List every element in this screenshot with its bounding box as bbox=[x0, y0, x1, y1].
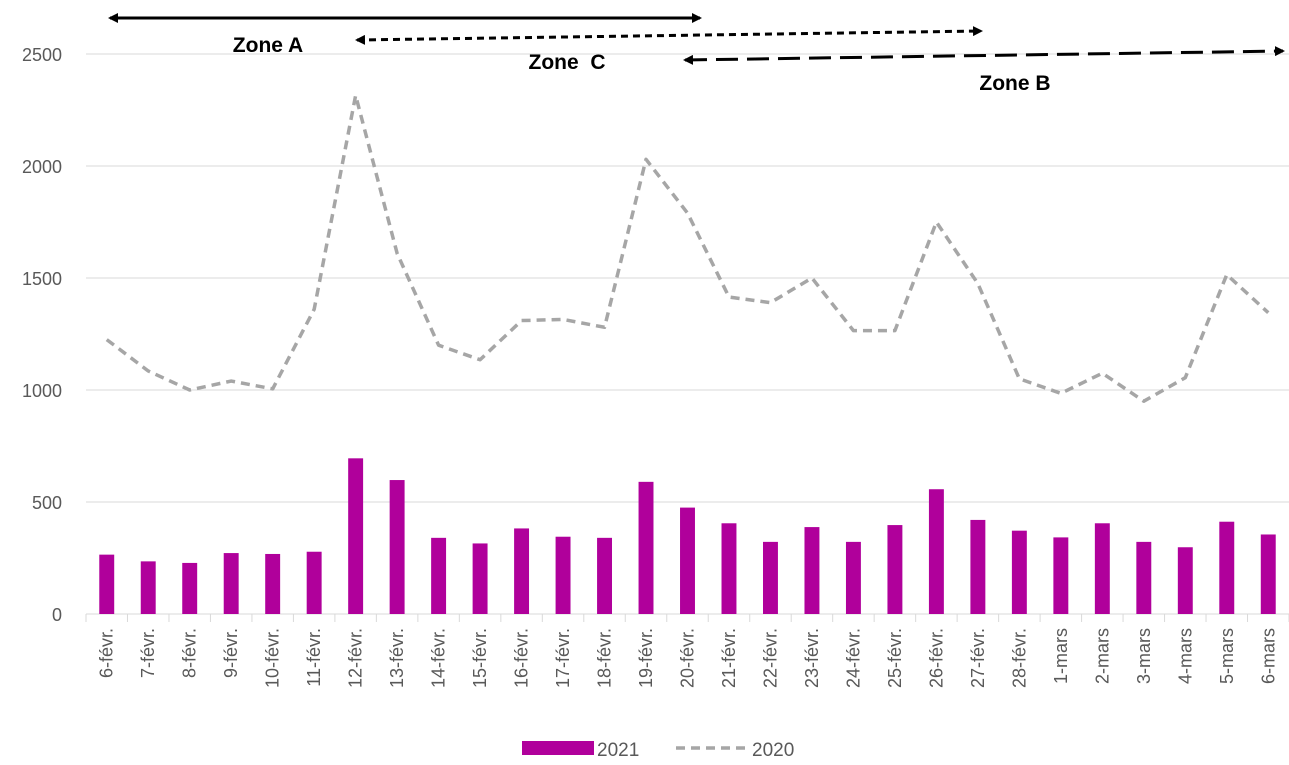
bar-2021 bbox=[514, 528, 530, 614]
x-tick-label: 28-févr. bbox=[1009, 628, 1029, 688]
bar-2021 bbox=[472, 543, 488, 614]
bar-2021 bbox=[804, 527, 820, 614]
x-tick-label: 2-mars bbox=[1092, 628, 1112, 684]
x-tick-label: 5-mars bbox=[1217, 628, 1237, 684]
bar-2021 bbox=[1011, 530, 1027, 614]
bar-2021 bbox=[555, 536, 571, 614]
zone-label: Zone C bbox=[529, 51, 606, 74]
legend-label-2020: 2020 bbox=[752, 740, 794, 761]
x-tick-label: 24-févr. bbox=[843, 628, 863, 688]
bar-2021 bbox=[140, 561, 156, 614]
bar-2021 bbox=[1260, 534, 1276, 614]
bar-2021 bbox=[845, 541, 861, 614]
y-tick-label: 1000 bbox=[22, 381, 62, 401]
x-tick-label: 19-févr. bbox=[636, 628, 656, 688]
x-tick-label: 10-févr. bbox=[263, 628, 283, 688]
x-tick-label: 22-févr. bbox=[760, 628, 780, 688]
x-tick-label: 6-mars bbox=[1258, 628, 1278, 684]
x-tick-label: 27-févr. bbox=[968, 628, 988, 688]
x-tick-label: 18-févr. bbox=[595, 628, 615, 688]
zone-arrow bbox=[355, 26, 983, 45]
bar-2021 bbox=[306, 551, 322, 614]
x-tick-label: 12-févr. bbox=[346, 628, 366, 688]
bar-2021 bbox=[1219, 521, 1235, 614]
y-tick-label: 1500 bbox=[22, 269, 62, 289]
axes: 0 500 1000 1500 2000 2500 6-févr. 7-févr. 8-févr… bbox=[22, 45, 1289, 688]
bar-2021 bbox=[638, 481, 654, 614]
x-tick-label: 26-févr. bbox=[926, 628, 946, 688]
y-tick-label: 0 bbox=[52, 605, 62, 625]
bar-2021 bbox=[265, 553, 281, 614]
y-tick-label: 500 bbox=[32, 493, 62, 513]
x-tick-label: 23-févr. bbox=[802, 628, 822, 688]
x-tick-label: 16-févr. bbox=[512, 628, 532, 688]
series-2020-line bbox=[105, 93, 1270, 403]
bar-2021 bbox=[1053, 537, 1069, 614]
bar-2021 bbox=[887, 525, 903, 614]
x-tick-label: 4-mars bbox=[1175, 628, 1195, 684]
bar-2021 bbox=[389, 480, 405, 614]
bar-2021 bbox=[223, 553, 239, 614]
x-tick-label: 17-févr. bbox=[553, 628, 573, 688]
x-tick-label: 1-mars bbox=[1051, 628, 1071, 684]
bar-2021 bbox=[970, 519, 986, 614]
x-tick-label: 7-févr. bbox=[138, 628, 158, 678]
x-tick-label: 3-mars bbox=[1134, 628, 1154, 684]
x-tick-label: 21-févr. bbox=[719, 628, 739, 688]
bar-2021 bbox=[182, 562, 198, 614]
bar-2021 bbox=[597, 537, 613, 614]
line-2020 bbox=[105, 93, 1270, 403]
series-2021-bars bbox=[99, 458, 1276, 614]
x-tick-label: 20-févr. bbox=[678, 628, 698, 688]
legend-swatch-2021 bbox=[522, 741, 594, 755]
bar-2021 bbox=[348, 458, 364, 614]
zone-annotations: Zone A Zone C Zone B bbox=[108, 13, 1285, 95]
x-tick-label: 11-févr. bbox=[304, 628, 324, 687]
y-tick-label: 2500 bbox=[22, 45, 62, 65]
bar-2021 bbox=[1094, 523, 1110, 614]
zone-label: Zone A bbox=[233, 34, 303, 57]
legend: 2021 2020 bbox=[522, 740, 794, 761]
y-tick-label: 2000 bbox=[22, 157, 62, 177]
legend-label-2021: 2021 bbox=[597, 740, 639, 761]
x-tick-label: 15-févr. bbox=[470, 628, 490, 688]
bar-2021 bbox=[721, 523, 737, 614]
bar-2021 bbox=[680, 507, 695, 614]
x-tick-label: 25-févr. bbox=[885, 628, 905, 688]
bar-2021 bbox=[99, 554, 115, 614]
zone-label: Zone B bbox=[979, 72, 1050, 95]
gridlines bbox=[86, 53, 1289, 503]
x-tick-label: 9-févr. bbox=[221, 628, 241, 678]
zone-arrow bbox=[683, 46, 1285, 65]
x-tick-label: 14-févr. bbox=[429, 628, 449, 688]
bar-2021 bbox=[762, 541, 778, 614]
bar-2021 bbox=[928, 489, 944, 614]
x-tick-label: 6-févr. bbox=[97, 628, 117, 678]
bar-2021 bbox=[1177, 547, 1193, 614]
bar-2021 bbox=[431, 537, 447, 614]
x-tick-label: 8-févr. bbox=[180, 628, 200, 678]
x-tick-label: 13-févr. bbox=[387, 628, 407, 688]
bar-2021 bbox=[1136, 541, 1152, 614]
